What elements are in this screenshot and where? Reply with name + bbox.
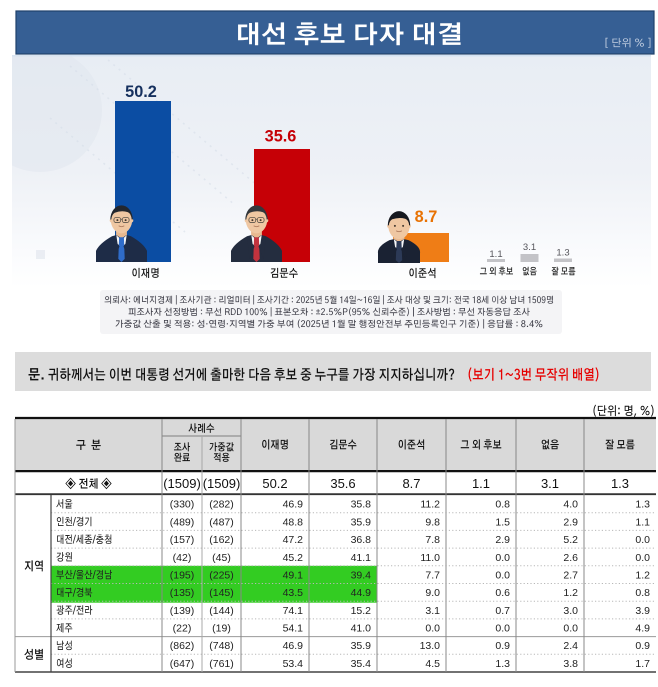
- svg-text:(144): (144): [209, 605, 234, 617]
- svg-text:1.2: 1.2: [635, 569, 650, 581]
- svg-text:1.7: 1.7: [635, 658, 650, 670]
- svg-text:0.9: 0.9: [635, 640, 650, 652]
- svg-text:0.0: 0.0: [635, 552, 650, 564]
- svg-text:2.9: 2.9: [495, 534, 510, 546]
- svg-text:(487): (487): [209, 516, 234, 528]
- svg-text:2.7: 2.7: [563, 569, 578, 581]
- svg-text:(1509): (1509): [203, 476, 241, 491]
- svg-text:36.8: 36.8: [351, 534, 372, 546]
- svg-text:1.3: 1.3: [556, 248, 569, 259]
- svg-text:(761): (761): [209, 658, 234, 670]
- svg-text:35.6: 35.6: [265, 128, 297, 146]
- svg-text:(225): (225): [209, 569, 234, 581]
- svg-text:39.4: 39.4: [351, 569, 372, 581]
- svg-text:53.4: 53.4: [283, 658, 304, 670]
- svg-text:2.6: 2.6: [563, 552, 578, 564]
- svg-text:(162): (162): [209, 534, 234, 546]
- svg-text:7.7: 7.7: [425, 569, 440, 581]
- svg-text:(145): (145): [209, 587, 234, 599]
- svg-text:45.2: 45.2: [283, 552, 304, 564]
- svg-text:7.8: 7.8: [425, 534, 440, 546]
- svg-text:(489): (489): [170, 516, 195, 528]
- svg-text:54.1: 54.1: [283, 623, 304, 635]
- svg-text:13.0: 13.0: [420, 640, 441, 652]
- svg-text:4.0: 4.0: [563, 499, 578, 511]
- svg-text:46.9: 46.9: [283, 640, 304, 652]
- svg-text:1.3: 1.3: [635, 499, 650, 511]
- svg-text:(1509): (1509): [163, 476, 201, 491]
- svg-text:1.1: 1.1: [489, 249, 502, 260]
- svg-text:3.1: 3.1: [425, 605, 440, 617]
- svg-text:0.0: 0.0: [563, 623, 578, 635]
- svg-text:0.9: 0.9: [495, 640, 510, 652]
- svg-text:(135): (135): [170, 587, 195, 599]
- svg-text:1.1: 1.1: [635, 516, 650, 528]
- svg-text:49.1: 49.1: [283, 569, 304, 581]
- svg-text:41.1: 41.1: [351, 552, 372, 564]
- svg-text:11.2: 11.2: [420, 499, 440, 511]
- svg-text:9.8: 9.8: [425, 516, 440, 528]
- svg-text:47.2: 47.2: [283, 534, 304, 546]
- svg-text:0.0: 0.0: [425, 623, 440, 635]
- svg-text:(19): (19): [212, 623, 231, 635]
- svg-text:(139): (139): [170, 605, 195, 617]
- svg-text:1.2: 1.2: [563, 587, 578, 599]
- svg-text:41.0: 41.0: [351, 623, 372, 635]
- svg-text:0.8: 0.8: [495, 499, 510, 511]
- svg-text:(45): (45): [212, 552, 231, 564]
- svg-text:15.2: 15.2: [351, 605, 372, 617]
- svg-text:9.0: 9.0: [425, 587, 440, 599]
- svg-text:3.1: 3.1: [523, 242, 536, 253]
- svg-text:3.9: 3.9: [635, 605, 650, 617]
- svg-text:4.5: 4.5: [425, 658, 440, 670]
- svg-text:3.0: 3.0: [563, 605, 578, 617]
- svg-text:(42): (42): [173, 552, 192, 564]
- svg-text:0.0: 0.0: [495, 569, 510, 581]
- svg-text:8.7: 8.7: [415, 208, 438, 226]
- svg-text:35.9: 35.9: [351, 640, 372, 652]
- svg-text:11.0: 11.0: [420, 552, 440, 564]
- svg-text:(157): (157): [170, 534, 195, 546]
- svg-text:8.7: 8.7: [402, 476, 420, 491]
- svg-text:0.0: 0.0: [495, 623, 510, 635]
- svg-text:3.1: 3.1: [541, 476, 559, 491]
- svg-text:3.8: 3.8: [563, 658, 578, 670]
- svg-text:46.9: 46.9: [283, 499, 304, 511]
- svg-text:4.9: 4.9: [635, 623, 650, 635]
- svg-text:50.2: 50.2: [125, 83, 157, 101]
- svg-text:35.8: 35.8: [351, 499, 372, 511]
- svg-text:2.9: 2.9: [563, 516, 578, 528]
- svg-text:1.3: 1.3: [611, 476, 629, 491]
- svg-text:0.0: 0.0: [635, 534, 650, 546]
- svg-text:44.9: 44.9: [351, 587, 372, 599]
- svg-text:74.1: 74.1: [283, 605, 304, 617]
- svg-text:1.5: 1.5: [495, 516, 510, 528]
- svg-text:35.6: 35.6: [330, 476, 355, 491]
- svg-text:1.1: 1.1: [472, 476, 490, 491]
- svg-text:0.8: 0.8: [635, 587, 650, 599]
- svg-text:(647): (647): [170, 658, 195, 670]
- svg-text:35.4: 35.4: [351, 658, 372, 670]
- svg-text:0.7: 0.7: [495, 605, 510, 617]
- svg-text:(862): (862): [170, 640, 195, 652]
- svg-text:48.8: 48.8: [283, 516, 304, 528]
- svg-text:35.9: 35.9: [351, 516, 372, 528]
- svg-text:(22): (22): [173, 623, 192, 635]
- svg-text:50.2: 50.2: [262, 476, 287, 491]
- svg-text:0.0: 0.0: [495, 552, 510, 564]
- svg-text:(748): (748): [209, 640, 234, 652]
- svg-text:1.3: 1.3: [495, 658, 510, 670]
- svg-text:43.5: 43.5: [283, 587, 304, 599]
- svg-text:2.4: 2.4: [563, 640, 578, 652]
- svg-text:0.6: 0.6: [495, 587, 510, 599]
- svg-text:(195): (195): [170, 569, 195, 581]
- svg-text:(330): (330): [170, 499, 195, 511]
- svg-text:5.2: 5.2: [563, 534, 578, 546]
- svg-text:(282): (282): [209, 499, 234, 511]
